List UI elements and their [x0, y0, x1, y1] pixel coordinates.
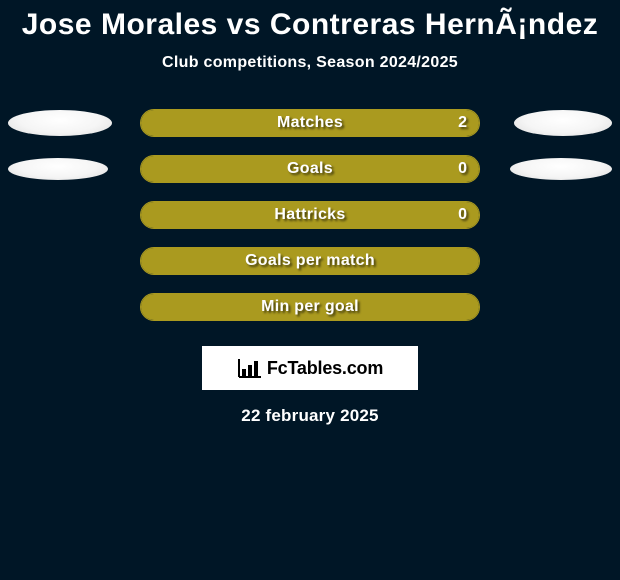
right-ellipse	[510, 158, 612, 180]
subtitle: Club competitions, Season 2024/2025	[0, 54, 620, 72]
stat-bar-fill	[141, 110, 479, 136]
stat-bar: Min per goal	[140, 293, 480, 321]
stat-bar: Goals per match	[140, 247, 480, 275]
stat-row: Hattricks0	[0, 192, 620, 238]
stat-bar: Goals0	[140, 155, 480, 183]
page-title: Jose Morales vs Contreras HernÃ¡ndez	[0, 0, 620, 42]
logo-box: FcTables.com	[202, 346, 418, 390]
bar-chart-icon	[237, 357, 263, 379]
stat-bar: Matches2	[140, 109, 480, 137]
left-ellipse	[8, 158, 108, 180]
stat-bar-fill	[141, 294, 479, 320]
stat-row: Goals per match	[0, 238, 620, 284]
stat-row: Min per goal	[0, 284, 620, 330]
stat-bar-fill	[141, 202, 479, 228]
stats-container: Matches2 Goals0 Hattricks0 Goals per match M…	[0, 100, 620, 330]
left-ellipse	[8, 110, 112, 136]
right-ellipse	[514, 110, 612, 136]
stat-row: Goals0	[0, 146, 620, 192]
date-text: 22 february 2025	[0, 406, 620, 426]
stat-bar-fill	[141, 156, 479, 182]
stat-bar: Hattricks0	[140, 201, 480, 229]
logo-text: FcTables.com	[267, 358, 383, 379]
stat-bar-fill	[141, 248, 479, 274]
stat-row: Matches2	[0, 100, 620, 146]
